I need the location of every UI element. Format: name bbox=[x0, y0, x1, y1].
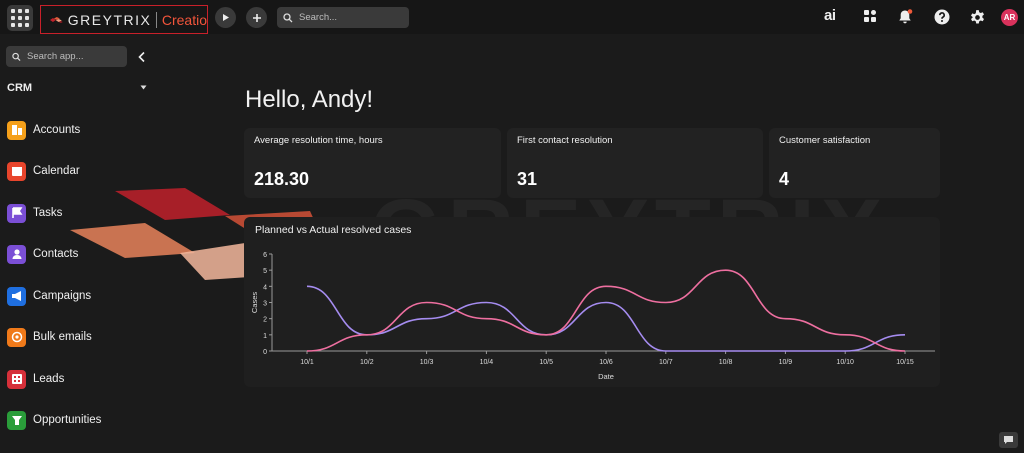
metric-title: Average resolution time, hours bbox=[254, 135, 383, 146]
logo-divider bbox=[156, 11, 157, 28]
metric-card-first-contact[interactable]: First contact resolution 31 bbox=[507, 128, 763, 198]
funnel-icon bbox=[7, 410, 26, 430]
metric-title: First contact resolution bbox=[517, 135, 613, 146]
x-tick-label: 10/6 bbox=[599, 359, 613, 366]
bell-icon bbox=[899, 9, 913, 24]
x-tick-label: 10/7 bbox=[659, 359, 673, 366]
chart-card: Planned vs Actual resolved cases 0 1 2 3 4 5 6… bbox=[244, 217, 940, 387]
sidebar-item-opportunities[interactable]: Opportunities bbox=[7, 410, 101, 430]
metric-value: 218.30 bbox=[254, 169, 310, 189]
logo-product: Creatio bbox=[161, 11, 207, 28]
y-tick-label: 1 bbox=[263, 333, 267, 340]
series-line-1 bbox=[306, 269, 906, 352]
play-icon bbox=[223, 14, 229, 21]
chevron-left-icon bbox=[138, 51, 145, 63]
create-button[interactable] bbox=[246, 7, 267, 28]
contact-icon bbox=[7, 244, 26, 264]
sidebar-item-tasks[interactable]: Tasks bbox=[7, 203, 62, 223]
sidebar-item-contacts[interactable]: Contacts bbox=[7, 244, 78, 264]
sidebar-item-label: Accounts bbox=[33, 124, 81, 136]
metric-title: Customer satisfaction bbox=[779, 135, 871, 146]
sidebar-item-calendar[interactable]: Calendar bbox=[7, 161, 80, 181]
gear-icon bbox=[971, 10, 984, 24]
x-tick-label: 10/2 bbox=[360, 359, 374, 366]
app-search-input[interactable] bbox=[27, 51, 127, 62]
sidebar-item-accounts[interactable]: Accounts bbox=[7, 120, 80, 140]
y-tick-label: 3 bbox=[263, 301, 267, 308]
greytrix-logo-icon bbox=[49, 16, 63, 23]
global-search-input[interactable] bbox=[299, 12, 399, 23]
x-tick-label: 10/10 bbox=[836, 359, 854, 366]
top-bar: GREYTRIX Creatio ai bbox=[0, 0, 1024, 34]
y-tick-label: 4 bbox=[263, 284, 267, 291]
global-search[interactable] bbox=[277, 7, 409, 28]
app-search[interactable] bbox=[6, 46, 127, 67]
ai-label: ai bbox=[824, 7, 836, 24]
settings-button[interactable] bbox=[969, 9, 986, 26]
metric-card-satisfaction[interactable]: Customer satisfaction 4 bbox=[769, 128, 940, 198]
y-tick-label: 6 bbox=[263, 252, 267, 259]
flag-icon bbox=[7, 203, 26, 223]
metric-card-resolution-time[interactable]: Average resolution time, hours 218.30 bbox=[244, 128, 501, 198]
megaphone-icon bbox=[7, 286, 26, 306]
x-tick-label: 10/5 bbox=[539, 359, 553, 366]
run-process-button[interactable] bbox=[215, 7, 236, 28]
building-icon bbox=[7, 369, 26, 389]
app-launcher-button[interactable] bbox=[7, 5, 33, 31]
x-tick-label: 10/9 bbox=[779, 359, 793, 366]
company-logo[interactable]: GREYTRIX Creatio bbox=[40, 5, 208, 34]
chart-title: Planned vs Actual resolved cases bbox=[255, 224, 412, 236]
at-sign-icon bbox=[7, 327, 26, 347]
x-tick-label: 10/4 bbox=[480, 359, 494, 366]
sidebar-item-label: Campaigns bbox=[33, 290, 92, 302]
chat-button[interactable] bbox=[999, 432, 1018, 448]
help-icon bbox=[934, 9, 950, 25]
chat-icon bbox=[1004, 436, 1013, 444]
y-tick-label: 5 bbox=[263, 268, 267, 275]
search-icon bbox=[283, 12, 293, 22]
x-tick-label: 10/3 bbox=[420, 359, 434, 366]
caret-down-icon[interactable] bbox=[140, 85, 147, 90]
x-tick-label: 10/1 bbox=[300, 359, 314, 366]
collapse-sidebar-button[interactable] bbox=[137, 50, 147, 68]
calendar-icon bbox=[7, 161, 26, 181]
grid-icon bbox=[864, 10, 876, 22]
sidebar-item-label: Contacts bbox=[33, 248, 79, 260]
x-axis-label: Date bbox=[598, 372, 614, 381]
x-tick-label: 10/15 bbox=[896, 359, 914, 366]
line-chart: 0 1 2 3 4 5 6 10/1 10/2 10/3 10/4 10/5 10/6 10/7 10/8 1… bbox=[250, 252, 935, 381]
series-line-0 bbox=[306, 285, 906, 352]
metric-value: 31 bbox=[517, 169, 538, 189]
plus-icon bbox=[252, 13, 261, 22]
sidebar-item-label: Bulk emails bbox=[33, 331, 92, 343]
sidebar-item-label: Leads bbox=[33, 373, 65, 385]
y-tick-label: 0 bbox=[263, 349, 267, 356]
sidebar-item-label: Tasks bbox=[33, 207, 63, 219]
search-icon bbox=[12, 52, 21, 61]
logo-text: GREYTRIX bbox=[67, 11, 152, 28]
y-tick-label: 2 bbox=[263, 317, 267, 324]
sidebar-item-campaigns[interactable]: Campaigns bbox=[7, 286, 91, 306]
accounts-icon bbox=[7, 120, 26, 140]
sidebar-item-label: Opportunities bbox=[33, 414, 102, 426]
help-button[interactable] bbox=[934, 9, 950, 25]
x-tick-label: 10/8 bbox=[719, 359, 733, 366]
sidebar-item-label: Calendar bbox=[33, 165, 80, 177]
metric-value: 4 bbox=[779, 169, 790, 189]
notification-dot-icon bbox=[907, 9, 913, 14]
ai-button[interactable]: ai bbox=[824, 7, 836, 24]
user-avatar[interactable]: AR bbox=[1001, 9, 1018, 26]
workspace-selector[interactable]: CRM bbox=[7, 82, 33, 94]
sidebar-item-leads[interactable]: Leads bbox=[7, 369, 64, 389]
sidebar-item-bulk-emails[interactable]: Bulk emails bbox=[7, 327, 92, 347]
notifications-button[interactable] bbox=[897, 9, 913, 25]
apps-grid-button[interactable] bbox=[863, 9, 877, 23]
y-axis-label: Cases bbox=[250, 292, 259, 314]
page-greeting: Hello, Andy! bbox=[245, 86, 374, 113]
